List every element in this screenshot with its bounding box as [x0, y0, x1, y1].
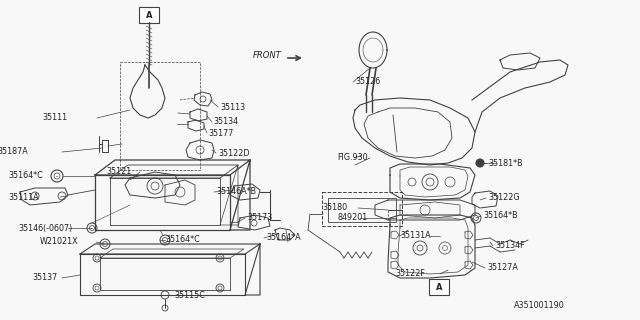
Text: 35127A: 35127A — [487, 263, 518, 273]
Text: A: A — [436, 283, 442, 292]
Text: W21021X: W21021X — [40, 237, 79, 246]
Text: 35126: 35126 — [355, 77, 380, 86]
Text: 35122D: 35122D — [218, 148, 250, 157]
Text: 35164*B: 35164*B — [483, 212, 518, 220]
Text: 35164*A: 35164*A — [266, 234, 301, 243]
Text: 35173: 35173 — [247, 213, 272, 222]
Bar — [322, 192, 402, 226]
Text: 35122F: 35122F — [395, 269, 425, 278]
Text: FIG.930: FIG.930 — [337, 154, 367, 163]
FancyBboxPatch shape — [429, 279, 449, 295]
Text: 35164*C: 35164*C — [165, 236, 200, 244]
Text: 35113: 35113 — [220, 102, 245, 111]
Text: 35164*C: 35164*C — [8, 172, 43, 180]
Text: 35177: 35177 — [208, 129, 234, 138]
Text: 35115C: 35115C — [174, 291, 205, 300]
Text: 849201: 849201 — [337, 213, 367, 222]
Text: FRONT: FRONT — [253, 51, 282, 60]
Text: 35137: 35137 — [32, 274, 57, 283]
Text: 35180: 35180 — [322, 204, 347, 212]
Text: 35187A: 35187A — [0, 148, 28, 156]
Text: 35181*B: 35181*B — [488, 158, 523, 167]
Text: 35122G: 35122G — [488, 194, 520, 203]
FancyBboxPatch shape — [139, 7, 159, 23]
Text: 35146(-0607): 35146(-0607) — [18, 223, 72, 233]
Text: A: A — [146, 11, 152, 20]
Text: 35146A*B: 35146A*B — [216, 188, 256, 196]
Text: 35121: 35121 — [106, 167, 131, 177]
Text: 35134F: 35134F — [495, 242, 525, 251]
Text: 35131A: 35131A — [400, 231, 431, 241]
Text: 35111: 35111 — [43, 114, 68, 123]
Text: 35134: 35134 — [213, 117, 238, 126]
Circle shape — [476, 159, 484, 167]
Text: A351001190: A351001190 — [514, 300, 564, 309]
Text: 35111A: 35111A — [8, 193, 38, 202]
Bar — [328, 198, 396, 222]
